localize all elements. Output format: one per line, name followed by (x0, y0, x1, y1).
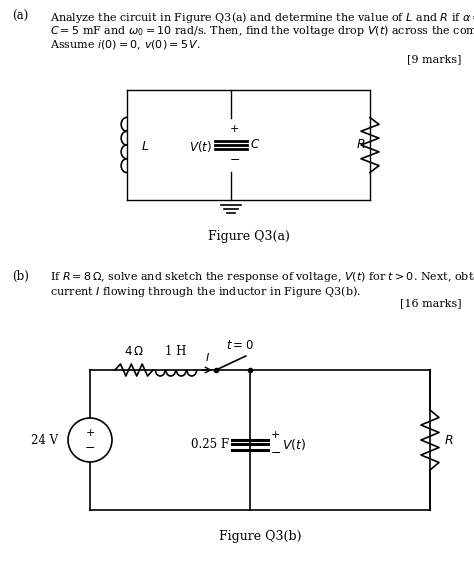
Text: $C = 5$ mF and $\omega_0 = 10$ rad/s. Then, find the voltage drop $V(t)$ across : $C = 5$ mF and $\omega_0 = 10$ rad/s. Th… (50, 24, 474, 38)
Text: [9 marks]: [9 marks] (408, 54, 462, 64)
Text: −: − (85, 442, 95, 454)
Text: (a): (a) (12, 10, 28, 23)
Text: −: − (229, 154, 240, 167)
Text: Figure Q3(b): Figure Q3(b) (219, 530, 301, 543)
Text: +: + (85, 428, 95, 438)
Text: +: + (230, 124, 239, 134)
Text: $L$: $L$ (141, 140, 149, 154)
Text: +: + (271, 430, 280, 440)
Text: (b): (b) (12, 270, 29, 283)
Text: If $R = 8\,\Omega$, solve and sketch the response of voltage, $V(t)$ for $t > 0$: If $R = 8\,\Omega$, solve and sketch the… (50, 270, 474, 284)
Text: 1 H: 1 H (165, 345, 187, 358)
Text: $C$: $C$ (250, 139, 261, 151)
Text: current $I$ flowing through the inductor in Figure Q3(b).: current $I$ flowing through the inductor… (50, 284, 361, 299)
Text: $R$: $R$ (444, 434, 454, 446)
Text: Analyze the circuit in Figure Q3(a) and determine the value of $L$ and $R$ if $\: Analyze the circuit in Figure Q3(a) and … (50, 10, 474, 25)
Text: $V(t)$: $V(t)$ (282, 438, 306, 453)
Text: 24 V: 24 V (31, 434, 58, 446)
Text: Figure Q3(a): Figure Q3(a) (208, 230, 290, 243)
Text: −: − (271, 446, 281, 460)
Text: $V(t)$: $V(t)$ (189, 139, 211, 154)
Text: $I$: $I$ (204, 351, 210, 363)
Text: [16 marks]: [16 marks] (401, 298, 462, 308)
Text: Assume $i(0) = 0$, $v(0) = 5\,V$.: Assume $i(0) = 0$, $v(0) = 5\,V$. (50, 38, 201, 52)
Text: 0.25 F: 0.25 F (191, 438, 229, 452)
Text: $R$: $R$ (356, 139, 366, 151)
Text: $4\,\Omega$: $4\,\Omega$ (124, 345, 144, 358)
Text: $t = 0$: $t = 0$ (226, 339, 254, 352)
